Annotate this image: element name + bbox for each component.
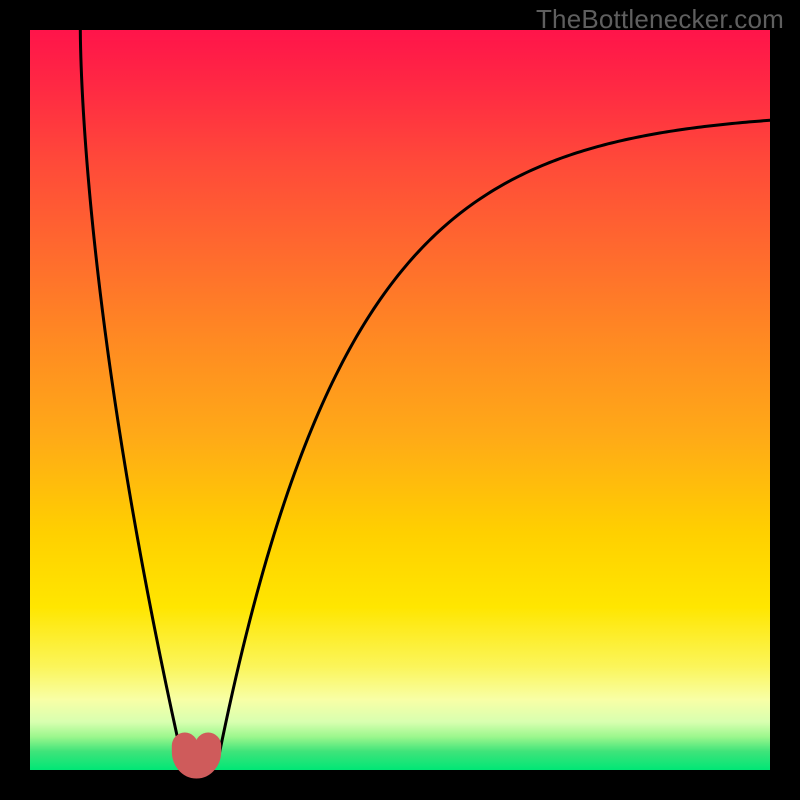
watermark-text: TheBottlenecker.com xyxy=(536,4,784,35)
chart-stage: TheBottlenecker.com xyxy=(0,0,800,800)
min-point-marker xyxy=(0,0,800,800)
